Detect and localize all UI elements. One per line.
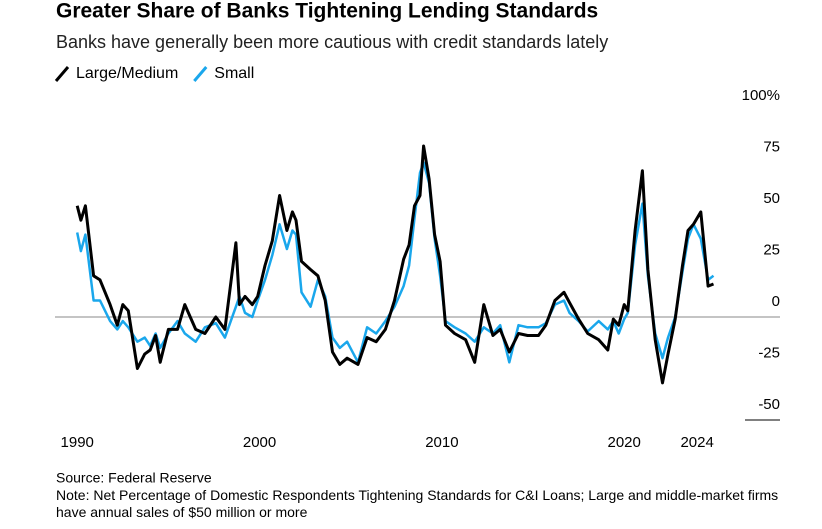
x-tick-label: 1990 <box>61 434 94 451</box>
legend-swatch <box>193 66 208 82</box>
y-tick-label: 75 <box>763 138 780 155</box>
y-tick-label: 0 <box>772 293 780 310</box>
note: Note: Net Percentage of Domestic Respond… <box>56 487 779 520</box>
series-line <box>75 144 715 385</box>
y-tick-label: 50 <box>763 190 780 207</box>
x-tick-label: 2000 <box>243 434 276 451</box>
y-tick-label: -50 <box>758 396 780 413</box>
legend-swatch <box>54 66 70 82</box>
y-tick-label: -25 <box>758 344 780 361</box>
y-tick-label: 25 <box>763 241 780 258</box>
legend-label: Small <box>214 65 254 82</box>
x-tick-label: 2024 <box>680 434 713 451</box>
series-line <box>75 161 715 364</box>
y-tick-label: 100% <box>742 87 780 104</box>
note-box: Note: Net Percentage of Domestic Respond… <box>56 487 779 520</box>
x-tick-label: 2020 <box>608 434 641 451</box>
chart-subtitle: Banks have generally been more cautious … <box>56 32 608 52</box>
x-tick-label: 2010 <box>425 434 458 451</box>
legend-label: Large/Medium <box>76 65 178 82</box>
source: Source: Federal Reserve <box>56 470 212 486</box>
chart-title: Greater Share of Banks Tightening Lendin… <box>56 0 598 23</box>
